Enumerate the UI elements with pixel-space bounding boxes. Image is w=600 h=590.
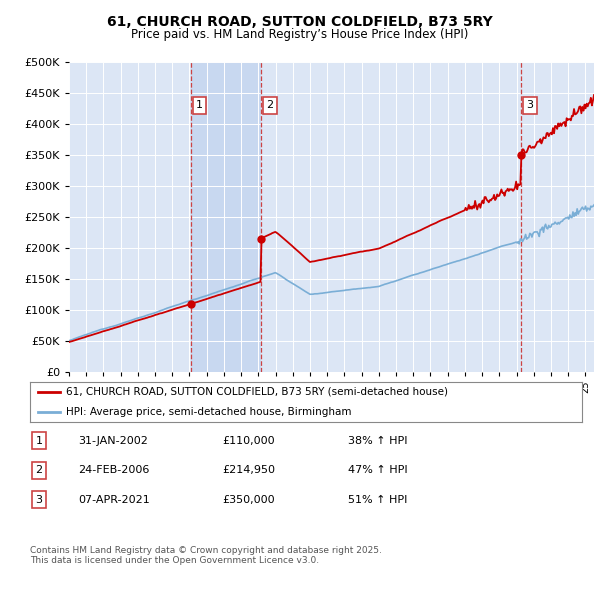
Text: 07-APR-2021: 07-APR-2021 xyxy=(78,495,150,504)
Text: HPI: Average price, semi-detached house, Birmingham: HPI: Average price, semi-detached house,… xyxy=(66,407,352,417)
Text: 38% ↑ HPI: 38% ↑ HPI xyxy=(348,436,407,445)
Text: 1: 1 xyxy=(196,100,203,110)
Text: 3: 3 xyxy=(526,100,533,110)
Text: 24-FEB-2006: 24-FEB-2006 xyxy=(78,466,149,475)
Text: 47% ↑ HPI: 47% ↑ HPI xyxy=(348,466,407,475)
Text: 2: 2 xyxy=(266,100,273,110)
Text: £214,950: £214,950 xyxy=(222,466,275,475)
Text: 61, CHURCH ROAD, SUTTON COLDFIELD, B73 5RY: 61, CHURCH ROAD, SUTTON COLDFIELD, B73 5… xyxy=(107,15,493,30)
Text: 2: 2 xyxy=(35,466,43,475)
Bar xyxy=(191,62,261,372)
Text: 31-JAN-2002: 31-JAN-2002 xyxy=(78,436,148,445)
Text: 51% ↑ HPI: 51% ↑ HPI xyxy=(348,495,407,504)
Text: Price paid vs. HM Land Registry’s House Price Index (HPI): Price paid vs. HM Land Registry’s House … xyxy=(131,28,469,41)
Text: £350,000: £350,000 xyxy=(222,495,275,504)
Text: 61, CHURCH ROAD, SUTTON COLDFIELD, B73 5RY (semi-detached house): 61, CHURCH ROAD, SUTTON COLDFIELD, B73 5… xyxy=(66,387,448,396)
Text: £110,000: £110,000 xyxy=(222,436,275,445)
Text: 3: 3 xyxy=(35,495,43,504)
Text: Contains HM Land Registry data © Crown copyright and database right 2025.
This d: Contains HM Land Registry data © Crown c… xyxy=(30,546,382,565)
Text: 1: 1 xyxy=(35,436,43,445)
